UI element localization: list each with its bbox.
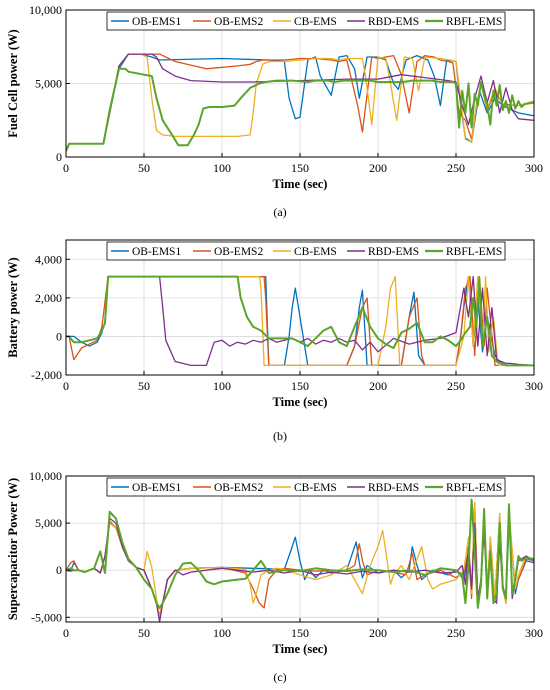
legend-label: CB-EMS (294, 246, 337, 258)
legend-item-cb-ems: CB-EMS (273, 16, 337, 28)
chart-c: 0 50 100 150 200 250 300-5,00005,00010,000Time… (6, 469, 543, 684)
legend-label: OB-EMS2 (214, 16, 263, 28)
legend-item-ob-ems2: OB-EMS2 (193, 16, 263, 28)
legend-item-rbd-ems: RBD-EMS (347, 16, 419, 28)
legend-label: OB-EMS2 (214, 246, 263, 258)
x-tick-label: 50 (138, 626, 150, 640)
chart-a: 0 50 100 150 200 250 300 0 5,000 10,000 Time (sec)… (6, 3, 543, 219)
legend-item-rbd-ems: RBD-EMS (347, 246, 419, 258)
legend-item-cb-ems: CB-EMS (273, 246, 337, 258)
x-axis-label: Time (sec) (273, 395, 328, 409)
legend-label: RBD-EMS (368, 482, 419, 494)
y-tick-label: 0 (56, 563, 62, 577)
x-tick-label: 250 (447, 379, 465, 393)
x-tick-label: 100 (213, 626, 231, 640)
y-tick-label: 5,000 (35, 516, 62, 530)
y-tick-label: -5,000 (31, 610, 62, 624)
legend-item-rbfl-ems: RBFL-EMS (425, 16, 502, 28)
series-line-rbfl-ems (66, 275, 534, 367)
legend-item-ob-ems2: OB-EMS2 (193, 482, 263, 494)
y-tick-label: 2,000 (35, 291, 62, 305)
x-tick-label: 200 (369, 161, 387, 175)
subfigure-caption: (b) (273, 429, 287, 443)
series-line-rbd-ems (66, 53, 534, 152)
series-line-rbfl-ems (66, 67, 534, 152)
y-axis-label: Supercapacitor Power (W) (6, 478, 20, 620)
y-axis-label: Fuel Cell power (W) (6, 29, 20, 137)
series-group (66, 275, 534, 367)
series-line-ob-ems2 (66, 53, 534, 152)
x-tick-label: 100 (213, 379, 231, 393)
legend-item-cb-ems: CB-EMS (273, 482, 337, 494)
x-tick-label: 250 (447, 626, 465, 640)
legend-label: RBD-EMS (368, 246, 419, 258)
x-axis-label: Time (sec) (273, 177, 328, 191)
legend-label: OB-EMS1 (132, 482, 181, 494)
x-tick-label: 150 (291, 626, 309, 640)
legend-item-rbd-ems: RBD-EMS (347, 482, 419, 494)
legend-item-rbfl-ems: RBFL-EMS (425, 482, 502, 494)
legend: OB-EMS1 OB-EMS2 CB-EMS RBD-EMS RBFL-EMS (106, 241, 506, 261)
subfigure-caption: (c) (273, 670, 286, 684)
legend-item-ob-ems1: OB-EMS1 (111, 16, 181, 28)
y-tick-label: 5,000 (35, 77, 62, 91)
y-tick-label: 0 (56, 150, 62, 164)
x-tick-label: 300 (525, 626, 543, 640)
series-group (66, 53, 534, 152)
legend-label: RBFL-EMS (446, 16, 502, 28)
legend-item-ob-ems2: OB-EMS2 (193, 246, 263, 258)
x-tick-label: 50 (138, 379, 150, 393)
legend-item-ob-ems1: OB-EMS1 (111, 246, 181, 258)
series-line-cb-ems (66, 53, 534, 152)
y-tick-label: 0 (56, 329, 62, 343)
x-tick-label: 50 (138, 161, 150, 175)
x-tick-label: 0 (63, 379, 69, 393)
x-tick-label: 150 (291, 379, 309, 393)
x-tick-label: 100 (213, 161, 231, 175)
legend-label: OB-EMS1 (132, 16, 181, 28)
legend: OB-EMS1 OB-EMS2 CB-EMS RBD-EMS RBFL-EMS (106, 11, 506, 31)
legend-label: RBFL-EMS (446, 246, 502, 258)
x-tick-label: 200 (369, 626, 387, 640)
subfigure-caption: (a) (273, 205, 286, 219)
legend-label: CB-EMS (294, 482, 337, 494)
y-tick-label: 10,000 (29, 3, 62, 17)
legend-label: RBFL-EMS (446, 482, 502, 494)
legend-label: OB-EMS1 (132, 246, 181, 258)
x-tick-label: 0 (63, 161, 69, 175)
series-line-rbd-ems (66, 508, 534, 622)
legend-label: RBD-EMS (368, 16, 419, 28)
y-tick-label: 10,000 (29, 469, 62, 483)
legend: OB-EMS1 OB-EMS2 CB-EMS RBD-EMS RBFL-EMS (106, 477, 506, 497)
legend-label: CB-EMS (294, 16, 337, 28)
legend-label: OB-EMS2 (214, 482, 263, 494)
legend-item-rbfl-ems: RBFL-EMS (425, 246, 502, 258)
series-line-rbfl-ems (66, 498, 534, 609)
chart-b: 0 50 100 150 200 250 300-2,00002,0004,000Time … (6, 239, 543, 443)
x-axis-label: Time (sec) (273, 642, 328, 656)
y-tick-label: -2,000 (31, 368, 62, 382)
x-tick-label: 150 (291, 161, 309, 175)
x-tick-label: 300 (525, 161, 543, 175)
x-tick-label: 0 (63, 626, 69, 640)
series-group (66, 498, 534, 622)
y-axis-label: Battery power (W) (6, 257, 20, 357)
legend-item-ob-ems1: OB-EMS1 (111, 482, 181, 494)
x-tick-label: 300 (525, 379, 543, 393)
x-tick-label: 200 (369, 379, 387, 393)
y-tick-label: 4,000 (35, 252, 62, 266)
x-tick-label: 250 (447, 161, 465, 175)
